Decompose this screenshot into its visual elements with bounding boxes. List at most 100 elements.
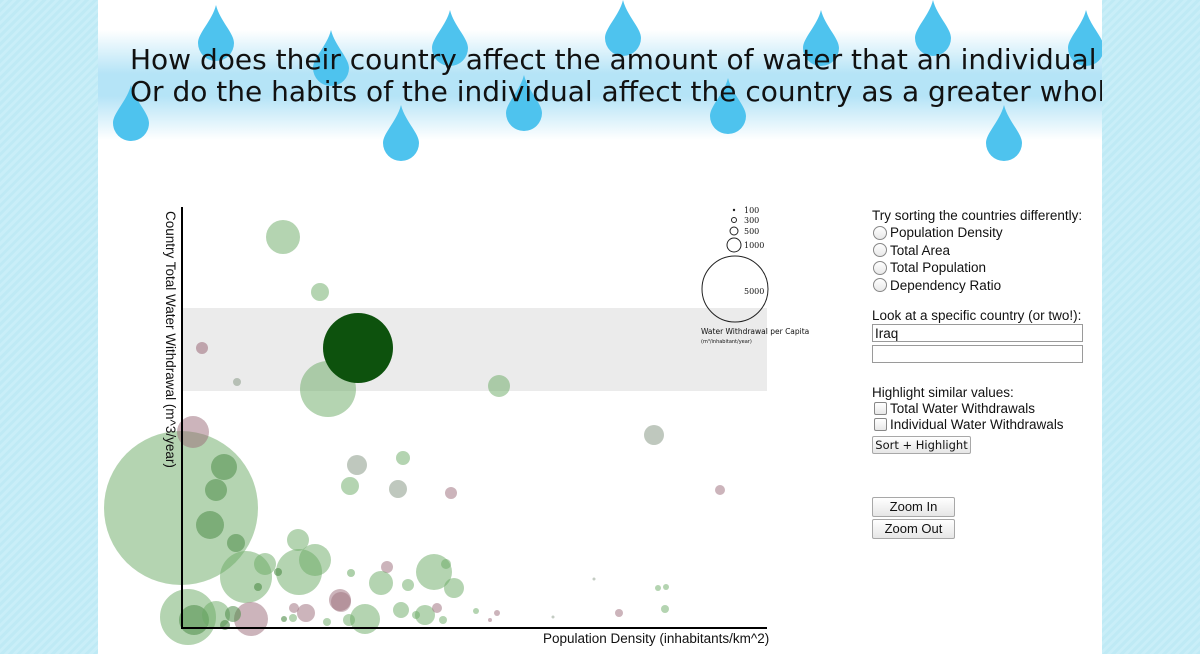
page-title: How does their country affect the amount… [130, 44, 1102, 108]
country-bubble[interactable] [494, 610, 500, 616]
country-bubble[interactable] [381, 561, 393, 573]
water-drop-icon [113, 85, 149, 141]
country-bubble[interactable] [432, 603, 442, 613]
y-axis-label: Country Total Water Withdrawal (m^3/year… [163, 211, 178, 468]
country-bubble[interactable] [393, 602, 409, 618]
country-bubble[interactable] [415, 605, 435, 625]
country-bubble[interactable] [369, 571, 393, 595]
country-bubble[interactable] [205, 479, 227, 501]
country-bubble[interactable] [396, 451, 410, 465]
country-bubble[interactable] [177, 416, 209, 448]
radio-button[interactable] [873, 260, 887, 275]
water-drop-icon [432, 10, 468, 66]
country-bubble[interactable] [254, 583, 262, 591]
country-title: Look at a specific country (or two!): [872, 308, 1082, 323]
water-drop-icon [1068, 10, 1102, 66]
country-bubble[interactable] [402, 579, 414, 591]
country-bubble[interactable] [233, 378, 241, 386]
size-legend-label-300: 300 [744, 216, 759, 225]
country-bubble[interactable] [444, 578, 464, 598]
country-bubble[interactable] [289, 614, 297, 622]
country-bubble[interactable] [297, 604, 315, 622]
water-drop-icon [986, 105, 1022, 161]
country-bubble[interactable] [663, 584, 669, 590]
size-legend-label-500: 500 [744, 227, 759, 236]
country-bubble[interactable] [441, 559, 451, 569]
country-bubble[interactable] [341, 477, 359, 495]
country-bubble[interactable] [592, 577, 596, 581]
radio-button[interactable] [873, 243, 887, 258]
x-axis-label: Population Density (inhabitants/km^2) [543, 631, 769, 646]
country-bubble[interactable] [347, 455, 367, 475]
water-drop-icon [803, 10, 839, 66]
country-bubble[interactable] [274, 568, 282, 576]
country-bubble[interactable] [439, 616, 447, 624]
country-bubble[interactable] [389, 480, 407, 498]
country-bubble[interactable] [311, 283, 329, 301]
country-bubble[interactable] [551, 615, 555, 619]
sort-highlight-button[interactable]: Sort + Highlight [872, 436, 971, 454]
water-drop-icon [605, 0, 641, 56]
country-bubble[interactable] [196, 342, 208, 354]
country-bubble[interactable] [266, 220, 300, 254]
country-bubble[interactable] [347, 569, 355, 577]
country-bubble[interactable] [445, 487, 457, 499]
radio-button[interactable] [873, 278, 887, 293]
bubble-layer [104, 220, 725, 645]
size-legend-label-5000: 5000 [744, 287, 764, 296]
country-bubble[interactable] [488, 618, 492, 622]
country-bubble[interactable] [644, 425, 664, 445]
country-bubble[interactable] [211, 454, 237, 480]
country-bubble[interactable] [289, 603, 299, 613]
zoom-out-button[interactable]: Zoom Out [872, 519, 955, 539]
radio-dependency-ratio[interactable]: Dependency Ratio [872, 277, 1082, 295]
checkbox-individual-water[interactable]: Individual Water Withdrawals [872, 417, 1064, 434]
checkbox-label: Total Water Withdrawals [890, 400, 1036, 416]
page-canvas: How does their country affect the amount… [98, 0, 1102, 654]
size-legend-circle-100 [732, 208, 736, 212]
checkbox[interactable] [874, 418, 887, 432]
radio-label: Dependency Ratio [890, 277, 1002, 293]
zoom-in-button[interactable]: Zoom In [872, 497, 955, 517]
country-panel: Look at a specific country (or two!): Ir… [872, 308, 1083, 363]
title-line-1: How does their country affect the amount… [130, 43, 1102, 76]
country-bubble[interactable] [488, 375, 510, 397]
country-bubble[interactable] [350, 604, 380, 634]
size-legend-circle-1000 [726, 237, 742, 253]
size-legend: 100 300 500 1000 5000 Water Withdrawal p… [701, 206, 809, 345]
country-bubble[interactable] [276, 549, 322, 595]
country-bubble[interactable] [281, 616, 287, 622]
checkbox-total-water[interactable]: Total Water Withdrawals [872, 400, 1064, 417]
size-legend-circle-300 [731, 217, 737, 223]
country-input-2[interactable] [872, 345, 1083, 363]
country-input-1[interactable]: Iraq [872, 324, 1083, 342]
bubble-chart[interactable]: Country Total Water Withdrawal (m^3/year… [98, 195, 868, 654]
country-bubble[interactable] [196, 511, 224, 539]
highlighted-country-bubble[interactable] [323, 313, 393, 383]
checkbox[interactable] [874, 401, 887, 415]
water-drop-icon [710, 78, 746, 134]
country-bubble[interactable] [287, 529, 309, 551]
highlight-band [182, 308, 767, 391]
country-bubble[interactable] [220, 551, 272, 603]
country-bubble[interactable] [343, 614, 355, 626]
country-bubble[interactable] [329, 589, 351, 611]
water-drop-icon [383, 105, 419, 161]
size-legend-subtitle: (m³/inhabitant/year) [701, 339, 752, 345]
radio-total-population[interactable]: Total Population [872, 259, 1082, 277]
radio-total-area[interactable]: Total Area [872, 242, 1082, 260]
country-bubble[interactable] [473, 608, 479, 614]
country-bubble[interactable] [661, 605, 669, 613]
water-drop-icon [506, 75, 542, 131]
country-bubble[interactable] [227, 534, 245, 552]
country-bubble[interactable] [331, 592, 351, 612]
highlight-title: Highlight similar values: [872, 385, 1014, 400]
country-bubble[interactable] [655, 585, 661, 591]
country-bubble[interactable] [715, 485, 725, 495]
radio-button[interactable] [873, 225, 887, 240]
country-bubble[interactable] [615, 609, 623, 617]
country-bubble[interactable] [225, 606, 241, 622]
size-legend-label-1000: 1000 [744, 241, 764, 250]
radio-population-density[interactable]: Population Density [872, 224, 1082, 242]
country-bubble[interactable] [323, 618, 331, 626]
